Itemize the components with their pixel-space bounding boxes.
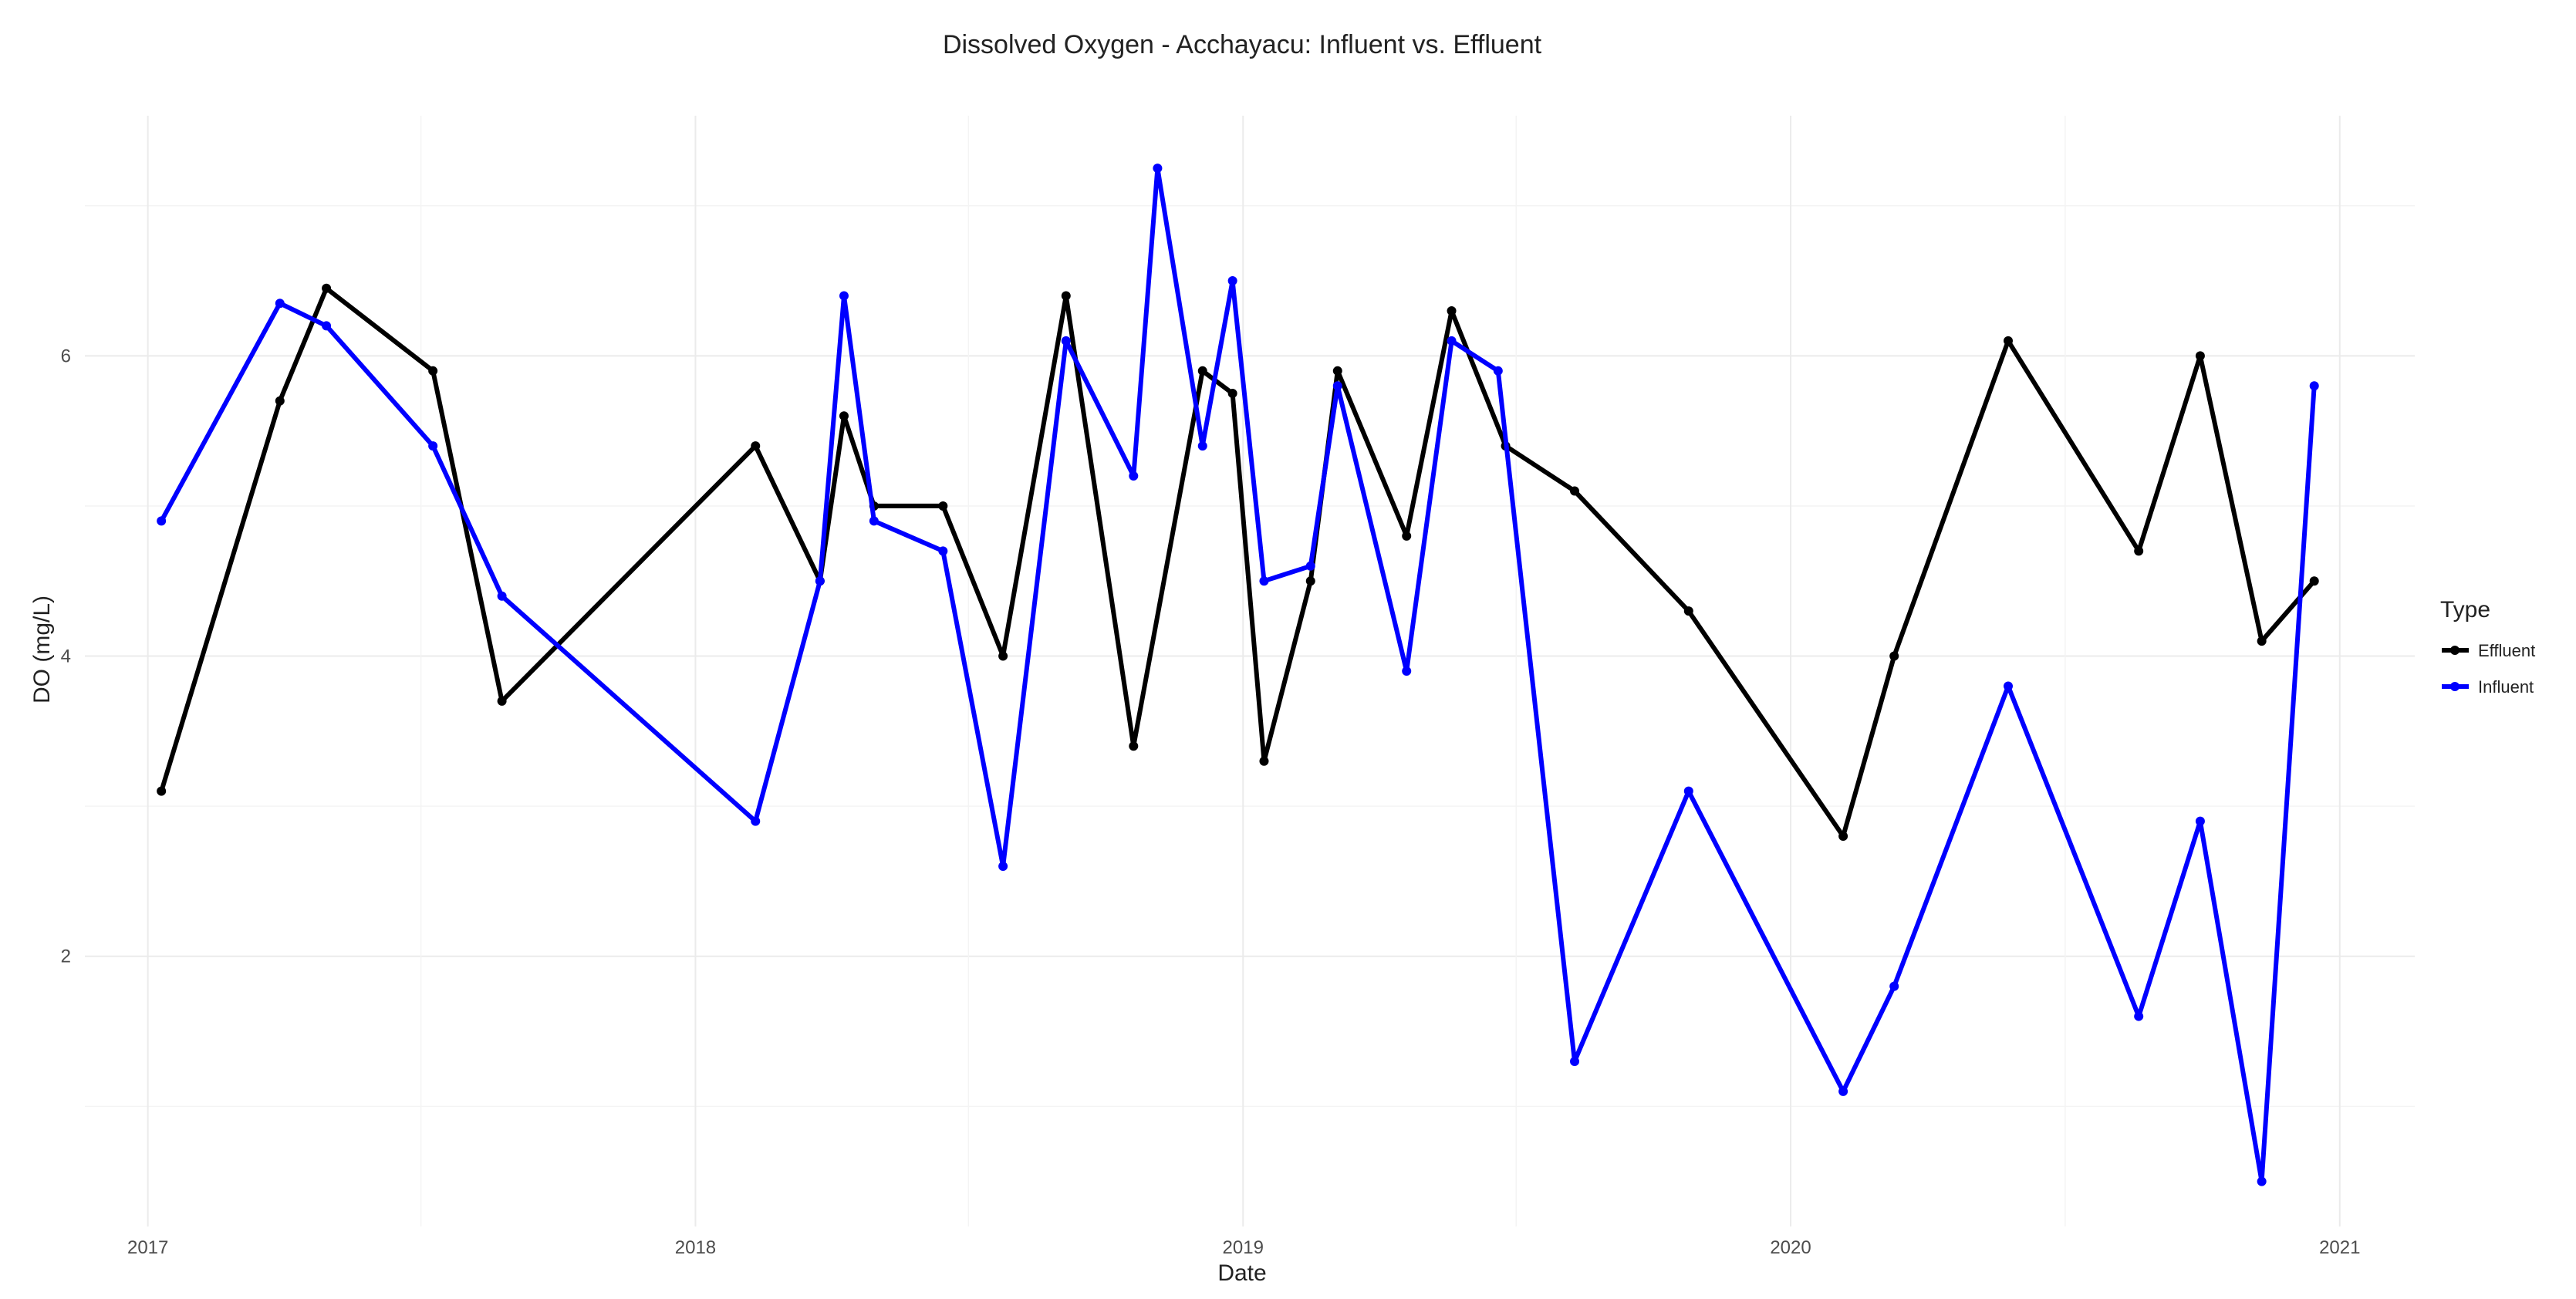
x-tick-label: 2021: [2319, 1237, 2360, 1258]
effluent-point: [1683, 606, 1693, 616]
effluent-point: [1259, 756, 1269, 766]
influent-point: [1305, 561, 1315, 571]
influent-point: [1129, 471, 1139, 481]
legend-label-influent: Influent: [2478, 677, 2534, 697]
influent-point: [815, 576, 825, 586]
legend-item-effluent: Effluent: [2442, 641, 2535, 660]
y-tick-label: 6: [61, 346, 71, 366]
influent-point: [2257, 1176, 2267, 1186]
effluent-point: [1129, 741, 1139, 751]
effluent-point: [1838, 832, 1848, 842]
legend-item-influent: Influent: [2442, 677, 2534, 697]
influent-point: [1570, 1056, 1580, 1066]
influent-point: [869, 516, 879, 526]
influent-point: [1153, 164, 1163, 174]
influent-point: [2134, 1011, 2144, 1021]
effluent-point: [157, 786, 167, 796]
series-effluent: [157, 283, 2319, 842]
x-tick-label: 2020: [1770, 1237, 1811, 1258]
influent-point: [1889, 981, 1899, 991]
effluent-point: [839, 411, 849, 421]
influent-point: [1447, 336, 1457, 346]
axes-layer: 2 4 6 2017 2018 2019 2020 2021: [61, 346, 2361, 1258]
influent-point: [275, 299, 285, 309]
effluent-point: [275, 396, 285, 406]
effluent-point: [1305, 576, 1315, 586]
influent-point: [839, 291, 849, 301]
effluent-point: [2257, 636, 2267, 646]
effluent-point: [1227, 389, 1237, 398]
effluent-point: [2004, 336, 2014, 346]
effluent-point: [751, 441, 761, 451]
influent-point: [157, 516, 167, 526]
effluent-point: [1570, 486, 1580, 496]
influent-point: [2004, 681, 2014, 691]
effluent-point: [1402, 531, 1412, 541]
effluent-point: [938, 501, 948, 511]
influent-point: [428, 441, 438, 451]
influent-line: [159, 166, 2317, 1184]
effluent-point: [1197, 366, 1207, 376]
effluent-point: [1889, 651, 1899, 661]
effluent-point: [2309, 576, 2319, 586]
effluent-point: [1447, 305, 1457, 315]
y-tick-label: 2: [61, 946, 71, 967]
legend: Type Effluent Influent: [2440, 597, 2535, 697]
influent-point: [1683, 786, 1693, 796]
influent-point: [1332, 381, 1342, 391]
influent-point: [998, 861, 1008, 871]
influent-point: [1493, 366, 1503, 376]
effluent-point: [2134, 546, 2144, 556]
influent-point: [1061, 336, 1071, 346]
legend-title: Type: [2440, 597, 2490, 623]
legend-items: Effluent Influent: [2442, 641, 2535, 697]
series-layer: [157, 164, 2319, 1186]
influent-point: [1197, 441, 1207, 451]
effluent-line: [159, 285, 2317, 839]
influent-point: [1402, 666, 1412, 676]
influent-point: [1838, 1086, 1848, 1096]
legend-key-point-influent: [2450, 682, 2460, 691]
influent-point: [1227, 276, 1237, 286]
chart-title: Dissolved Oxygen - Acchayacu: Influent v…: [943, 30, 1542, 59]
influent-point: [497, 591, 507, 601]
effluent-point: [2195, 351, 2205, 361]
effluent-point: [1061, 291, 1071, 301]
series-influent: [157, 164, 2319, 1186]
effluent-point: [428, 366, 438, 376]
influent-point: [751, 816, 761, 826]
effluent-point: [322, 283, 332, 293]
x-tick-label: 2018: [675, 1237, 716, 1258]
influent-point: [2309, 381, 2319, 391]
legend-key-point-effluent: [2450, 646, 2460, 655]
effluent-point: [497, 696, 507, 706]
x-tick-label: 2017: [127, 1237, 168, 1258]
x-tick-label: 2019: [1223, 1237, 1264, 1258]
legend-label-effluent: Effluent: [2478, 641, 2535, 660]
influent-point: [322, 321, 332, 331]
effluent-point: [998, 651, 1008, 661]
influent-point: [1259, 576, 1269, 586]
y-axis-title: DO (mg/L): [29, 596, 55, 703]
influent-point: [938, 546, 948, 556]
y-tick-label: 4: [61, 646, 71, 667]
effluent-point: [1332, 366, 1342, 376]
influent-point: [2195, 816, 2205, 826]
grid: [85, 116, 2415, 1226]
x-axis-title: Date: [1217, 1260, 1266, 1286]
